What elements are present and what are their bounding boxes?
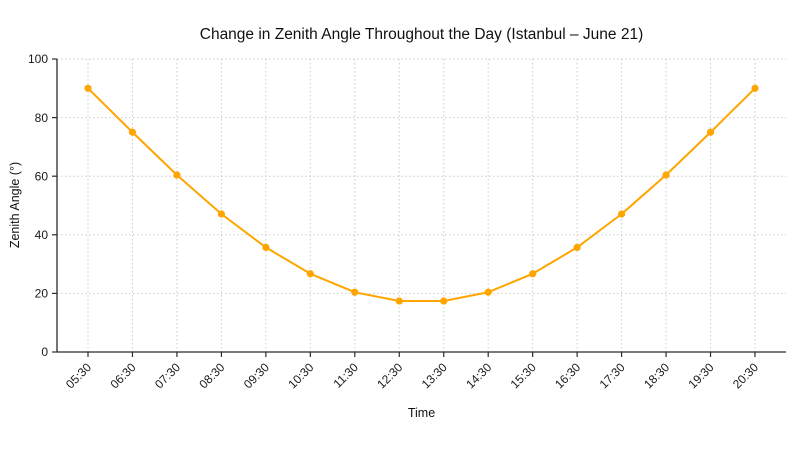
x-axis-label: Time xyxy=(407,406,436,420)
x-tick-label: 13:30 xyxy=(419,360,450,391)
x-tick-label: 08:30 xyxy=(196,360,227,391)
x-tick-label: 07:30 xyxy=(152,360,183,391)
chart-title: Change in Zenith Angle Throughout the Da… xyxy=(199,26,644,43)
x-tick-label: 16:30 xyxy=(552,360,583,391)
data-point xyxy=(440,297,448,305)
data-point xyxy=(662,171,670,179)
data-point xyxy=(618,210,626,218)
x-tick-label: 09:30 xyxy=(241,360,272,391)
data-point xyxy=(484,288,492,296)
data-point xyxy=(351,288,359,296)
x-tick-label: 20:30 xyxy=(730,360,761,391)
y-tick-label: 80 xyxy=(35,111,49,125)
y-tick-label: 20 xyxy=(35,287,49,301)
data-point xyxy=(306,270,314,278)
y-axis-label: Zenith Angle (°) xyxy=(8,161,22,249)
data-point xyxy=(529,270,537,278)
data-point xyxy=(128,128,137,136)
y-tick-label: 40 xyxy=(35,228,49,242)
x-tick-label: 05:30 xyxy=(63,360,94,391)
y-tick-label: 60 xyxy=(35,169,49,183)
x-tick-label: 17:30 xyxy=(597,360,628,391)
x-tick-label: 10:30 xyxy=(285,360,316,391)
data-point xyxy=(173,171,181,179)
x-tick-label: 12:30 xyxy=(374,360,405,391)
x-tick-label: 11:30 xyxy=(330,360,361,391)
data-point xyxy=(84,84,92,92)
x-tick-label: 18:30 xyxy=(641,360,672,391)
data-point xyxy=(751,84,759,92)
y-tick-label: 0 xyxy=(41,345,48,359)
data-point xyxy=(573,243,581,251)
y-tick-label: 100 xyxy=(28,52,48,66)
data-line xyxy=(87,87,756,303)
data-point xyxy=(395,297,403,305)
data-point xyxy=(262,243,270,251)
x-tick-label: 15:30 xyxy=(508,360,539,391)
x-tick-label: 06:30 xyxy=(107,360,138,391)
data-point xyxy=(217,210,225,218)
data-point xyxy=(706,128,715,136)
x-tick-label: 19:30 xyxy=(686,360,717,391)
x-tick-label: 14:30 xyxy=(463,360,494,391)
